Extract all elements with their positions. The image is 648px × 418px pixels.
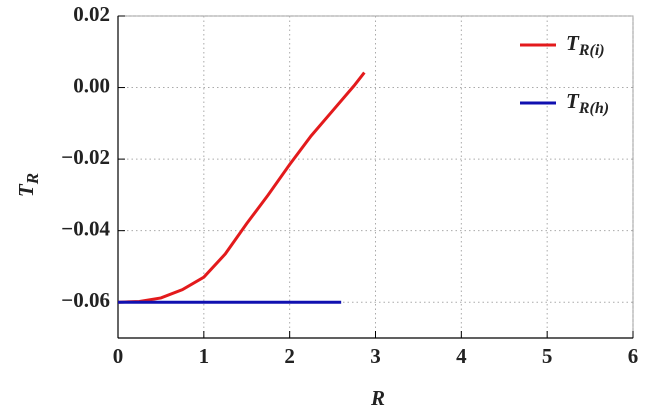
legend-label: TR(h): [566, 89, 609, 117]
series-line: [117, 71, 366, 304]
y-tick-label: 0.02: [73, 2, 110, 26]
x-tick-label: 3: [370, 344, 381, 368]
legend-label-main: T: [566, 31, 580, 55]
y-axis-label: TR: [14, 173, 42, 197]
y-tick-label: 0.00: [73, 73, 110, 97]
x-tick-label: 2: [284, 344, 295, 368]
y-axis-label-sub: R: [23, 173, 42, 185]
x-tick-label: 4: [456, 344, 467, 368]
x-tick-label: 1: [199, 344, 210, 368]
y-axis-label-main: T: [14, 183, 38, 197]
legend-label: TR(i): [566, 31, 605, 59]
y-tick-label: −0.02: [61, 145, 110, 169]
x-tick-label: 6: [628, 344, 639, 368]
x-axis-label: R: [370, 386, 385, 410]
plot-frame: [117, 15, 634, 339]
y-tick-label: −0.06: [61, 288, 110, 312]
y-tick-label: −0.04: [61, 216, 110, 240]
x-tick-label: 5: [542, 344, 553, 368]
x-tick-label: 0: [113, 344, 124, 368]
legend-label-main: T: [566, 89, 580, 113]
legend-label-sub: R(i): [578, 42, 605, 59]
legend-label-sub: R(h): [578, 100, 609, 117]
